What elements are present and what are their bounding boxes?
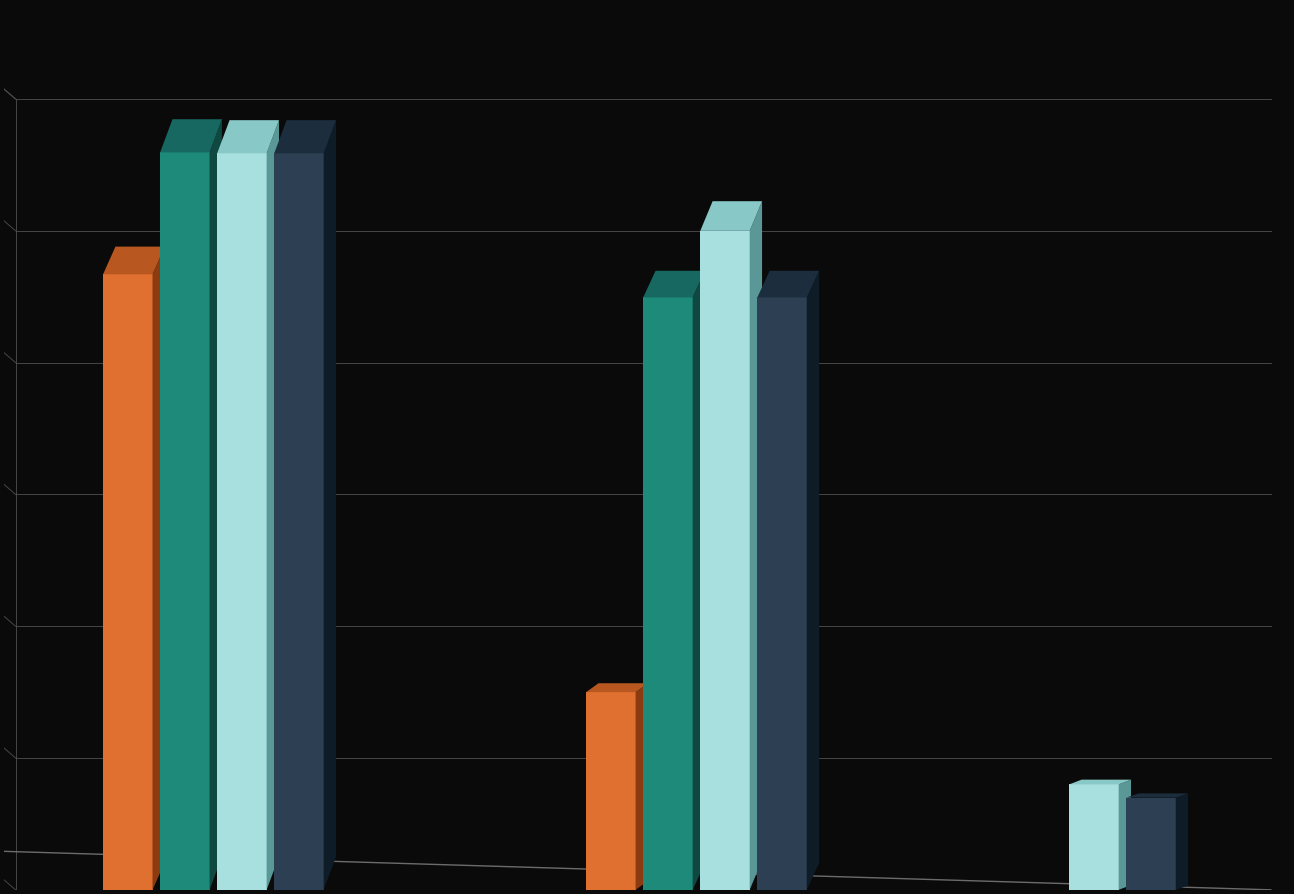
Polygon shape — [217, 120, 280, 153]
Polygon shape — [757, 271, 819, 298]
Polygon shape — [692, 271, 705, 890]
Polygon shape — [160, 152, 210, 890]
Polygon shape — [643, 271, 705, 298]
Polygon shape — [104, 274, 153, 890]
Polygon shape — [274, 153, 324, 890]
Polygon shape — [1069, 784, 1119, 890]
Polygon shape — [1126, 797, 1176, 890]
Polygon shape — [700, 201, 762, 231]
Polygon shape — [210, 119, 223, 890]
Polygon shape — [1069, 780, 1131, 784]
Polygon shape — [274, 120, 336, 153]
Polygon shape — [643, 298, 692, 890]
Polygon shape — [160, 119, 223, 152]
Polygon shape — [635, 683, 648, 890]
Polygon shape — [700, 231, 749, 890]
Polygon shape — [267, 120, 280, 890]
Polygon shape — [749, 201, 762, 890]
Polygon shape — [586, 692, 635, 890]
Polygon shape — [1126, 793, 1188, 797]
Polygon shape — [104, 247, 164, 274]
Polygon shape — [806, 271, 819, 890]
Polygon shape — [757, 298, 806, 890]
Polygon shape — [586, 683, 648, 692]
Polygon shape — [1119, 780, 1131, 890]
Polygon shape — [153, 247, 164, 890]
Polygon shape — [324, 120, 336, 890]
Polygon shape — [1176, 793, 1188, 890]
Polygon shape — [217, 153, 267, 890]
